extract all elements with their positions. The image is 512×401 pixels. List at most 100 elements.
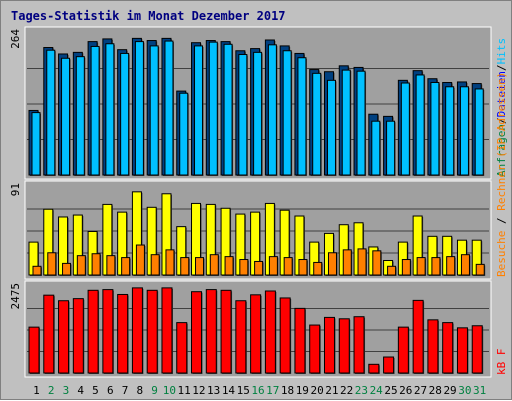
bar-besuche-day-8 bbox=[135, 244, 145, 276]
bar-kb-f-day-30 bbox=[456, 327, 468, 374]
bar-kb-f-day-31 bbox=[471, 325, 483, 374]
bar-besuche-day-24 bbox=[372, 250, 382, 276]
legend-entry: Anfragen bbox=[495, 124, 508, 177]
day-label-13: 13 bbox=[207, 384, 220, 397]
bar-kb-f-day-14 bbox=[220, 289, 232, 374]
panel-1-legend: Anfragen/Dateien/Hits bbox=[495, 38, 508, 177]
day-label-20: 20 bbox=[310, 384, 323, 397]
bar-kb-f-day-25 bbox=[383, 356, 395, 374]
bar-kb-f-day-24 bbox=[368, 363, 380, 374]
bar-dateien-day-31 bbox=[474, 88, 484, 176]
bar-besuche-day-3 bbox=[62, 262, 72, 276]
bar-dateien-day-3 bbox=[61, 57, 71, 176]
day-label-9: 9 bbox=[151, 384, 158, 397]
bar-dateien-day-21 bbox=[326, 79, 336, 176]
bar-dateien-day-27 bbox=[415, 74, 425, 176]
day-label-29: 29 bbox=[443, 384, 456, 397]
bar-dateien-day-16 bbox=[253, 51, 263, 176]
bar-besuche-day-25 bbox=[387, 265, 397, 276]
day-label-25: 25 bbox=[384, 384, 397, 397]
bar-kb-f-day-23 bbox=[353, 316, 365, 374]
bar-kb-f-day-27 bbox=[412, 299, 424, 374]
legend-entry: / bbox=[495, 64, 508, 71]
bar-kb-f-day-17 bbox=[264, 290, 276, 374]
bar-dateien-day-4 bbox=[75, 56, 85, 176]
bar-besuche-day-1 bbox=[32, 265, 42, 276]
bar-dateien-day-1 bbox=[31, 112, 41, 176]
day-label-18: 18 bbox=[281, 384, 294, 397]
bar-besuche-day-31 bbox=[475, 263, 485, 276]
bar-dateien-day-26 bbox=[400, 82, 410, 176]
bar-dateien-day-5 bbox=[90, 45, 100, 176]
bar-kb-f-day-21 bbox=[323, 316, 335, 374]
day-label-8: 8 bbox=[136, 384, 143, 397]
bar-dateien-day-18 bbox=[282, 50, 292, 176]
legend-entry: / bbox=[495, 117, 508, 124]
bar-kb-f-day-5 bbox=[87, 289, 99, 374]
bar-kb-f-day-2 bbox=[43, 294, 55, 374]
bar-dateien-day-11 bbox=[179, 92, 189, 176]
legend-entry: / bbox=[495, 211, 508, 231]
legend-entry: Rechner (IP-Adressen) bbox=[495, 72, 508, 211]
panel-3-legend: kB F bbox=[495, 349, 508, 376]
bar-besuche-day-18 bbox=[283, 257, 293, 276]
bar-dateien-day-30 bbox=[459, 86, 469, 176]
bar-besuche-day-30 bbox=[460, 254, 470, 276]
bar-kb-f-day-1 bbox=[28, 326, 40, 374]
day-label-23: 23 bbox=[355, 384, 368, 397]
day-label-28: 28 bbox=[429, 384, 442, 397]
bar-dateien-day-15 bbox=[238, 54, 248, 176]
bar-kb-f-day-28 bbox=[427, 319, 439, 374]
day-label-10: 10 bbox=[163, 384, 176, 397]
bar-besuche-day-19 bbox=[298, 259, 308, 276]
day-label-5: 5 bbox=[92, 384, 99, 397]
bar-besuche-day-29 bbox=[446, 256, 456, 276]
day-label-6: 6 bbox=[107, 384, 114, 397]
day-label-27: 27 bbox=[414, 384, 427, 397]
bar-kb-f-day-7 bbox=[117, 293, 129, 374]
bar-besuche-day-7 bbox=[121, 257, 131, 276]
bar-kb-f-day-11 bbox=[176, 322, 188, 374]
bar-dateien-day-2 bbox=[46, 49, 56, 176]
bar-dateien-day-17 bbox=[267, 44, 277, 176]
bar-besuche-day-9 bbox=[150, 254, 160, 276]
day-label-14: 14 bbox=[222, 384, 236, 397]
bar-besuche-day-23 bbox=[357, 248, 367, 276]
bar-dateien-day-28 bbox=[430, 81, 440, 176]
bar-besuche-day-6 bbox=[106, 255, 116, 276]
bar-besuche-day-10 bbox=[165, 249, 175, 276]
bar-besuche-day-16 bbox=[254, 260, 264, 276]
bar-dateien-day-25 bbox=[386, 120, 396, 176]
bar-kb-f-day-16 bbox=[250, 294, 262, 374]
day-label-24: 24 bbox=[370, 384, 384, 397]
bar-besuche-day-27 bbox=[416, 257, 426, 276]
bar-kb-f-day-8 bbox=[131, 287, 143, 374]
bar-dateien-day-10 bbox=[164, 40, 174, 176]
bar-dateien-day-19 bbox=[297, 57, 307, 176]
day-label-15: 15 bbox=[237, 384, 250, 397]
bar-besuche-day-4 bbox=[76, 255, 86, 276]
panel-3-ymax-label: 2475 bbox=[9, 283, 22, 310]
legend-entry: Besuche bbox=[495, 231, 508, 277]
bar-dateien-day-23 bbox=[356, 70, 366, 176]
bar-besuche-day-13 bbox=[209, 254, 219, 276]
bar-besuche-day-2 bbox=[47, 252, 57, 276]
day-label-17: 17 bbox=[266, 384, 279, 397]
day-label-7: 7 bbox=[122, 384, 129, 397]
bar-besuche-day-26 bbox=[401, 259, 411, 276]
bar-besuche-day-14 bbox=[224, 256, 234, 276]
day-label-21: 21 bbox=[325, 384, 338, 397]
bar-besuche-day-21 bbox=[327, 252, 337, 276]
bar-besuche-day-22 bbox=[342, 249, 352, 276]
bar-besuche-day-20 bbox=[313, 261, 323, 276]
bar-besuche-day-5 bbox=[91, 253, 101, 276]
day-label-26: 26 bbox=[399, 384, 412, 397]
bar-besuche-day-15 bbox=[239, 259, 249, 276]
day-label-2: 2 bbox=[48, 384, 55, 397]
day-label-4: 4 bbox=[77, 384, 84, 397]
bar-kb-f-day-26 bbox=[397, 326, 409, 374]
day-label-22: 22 bbox=[340, 384, 353, 397]
bar-kb-f-day-12 bbox=[191, 291, 203, 374]
bar-kb-f-day-19 bbox=[294, 307, 306, 374]
